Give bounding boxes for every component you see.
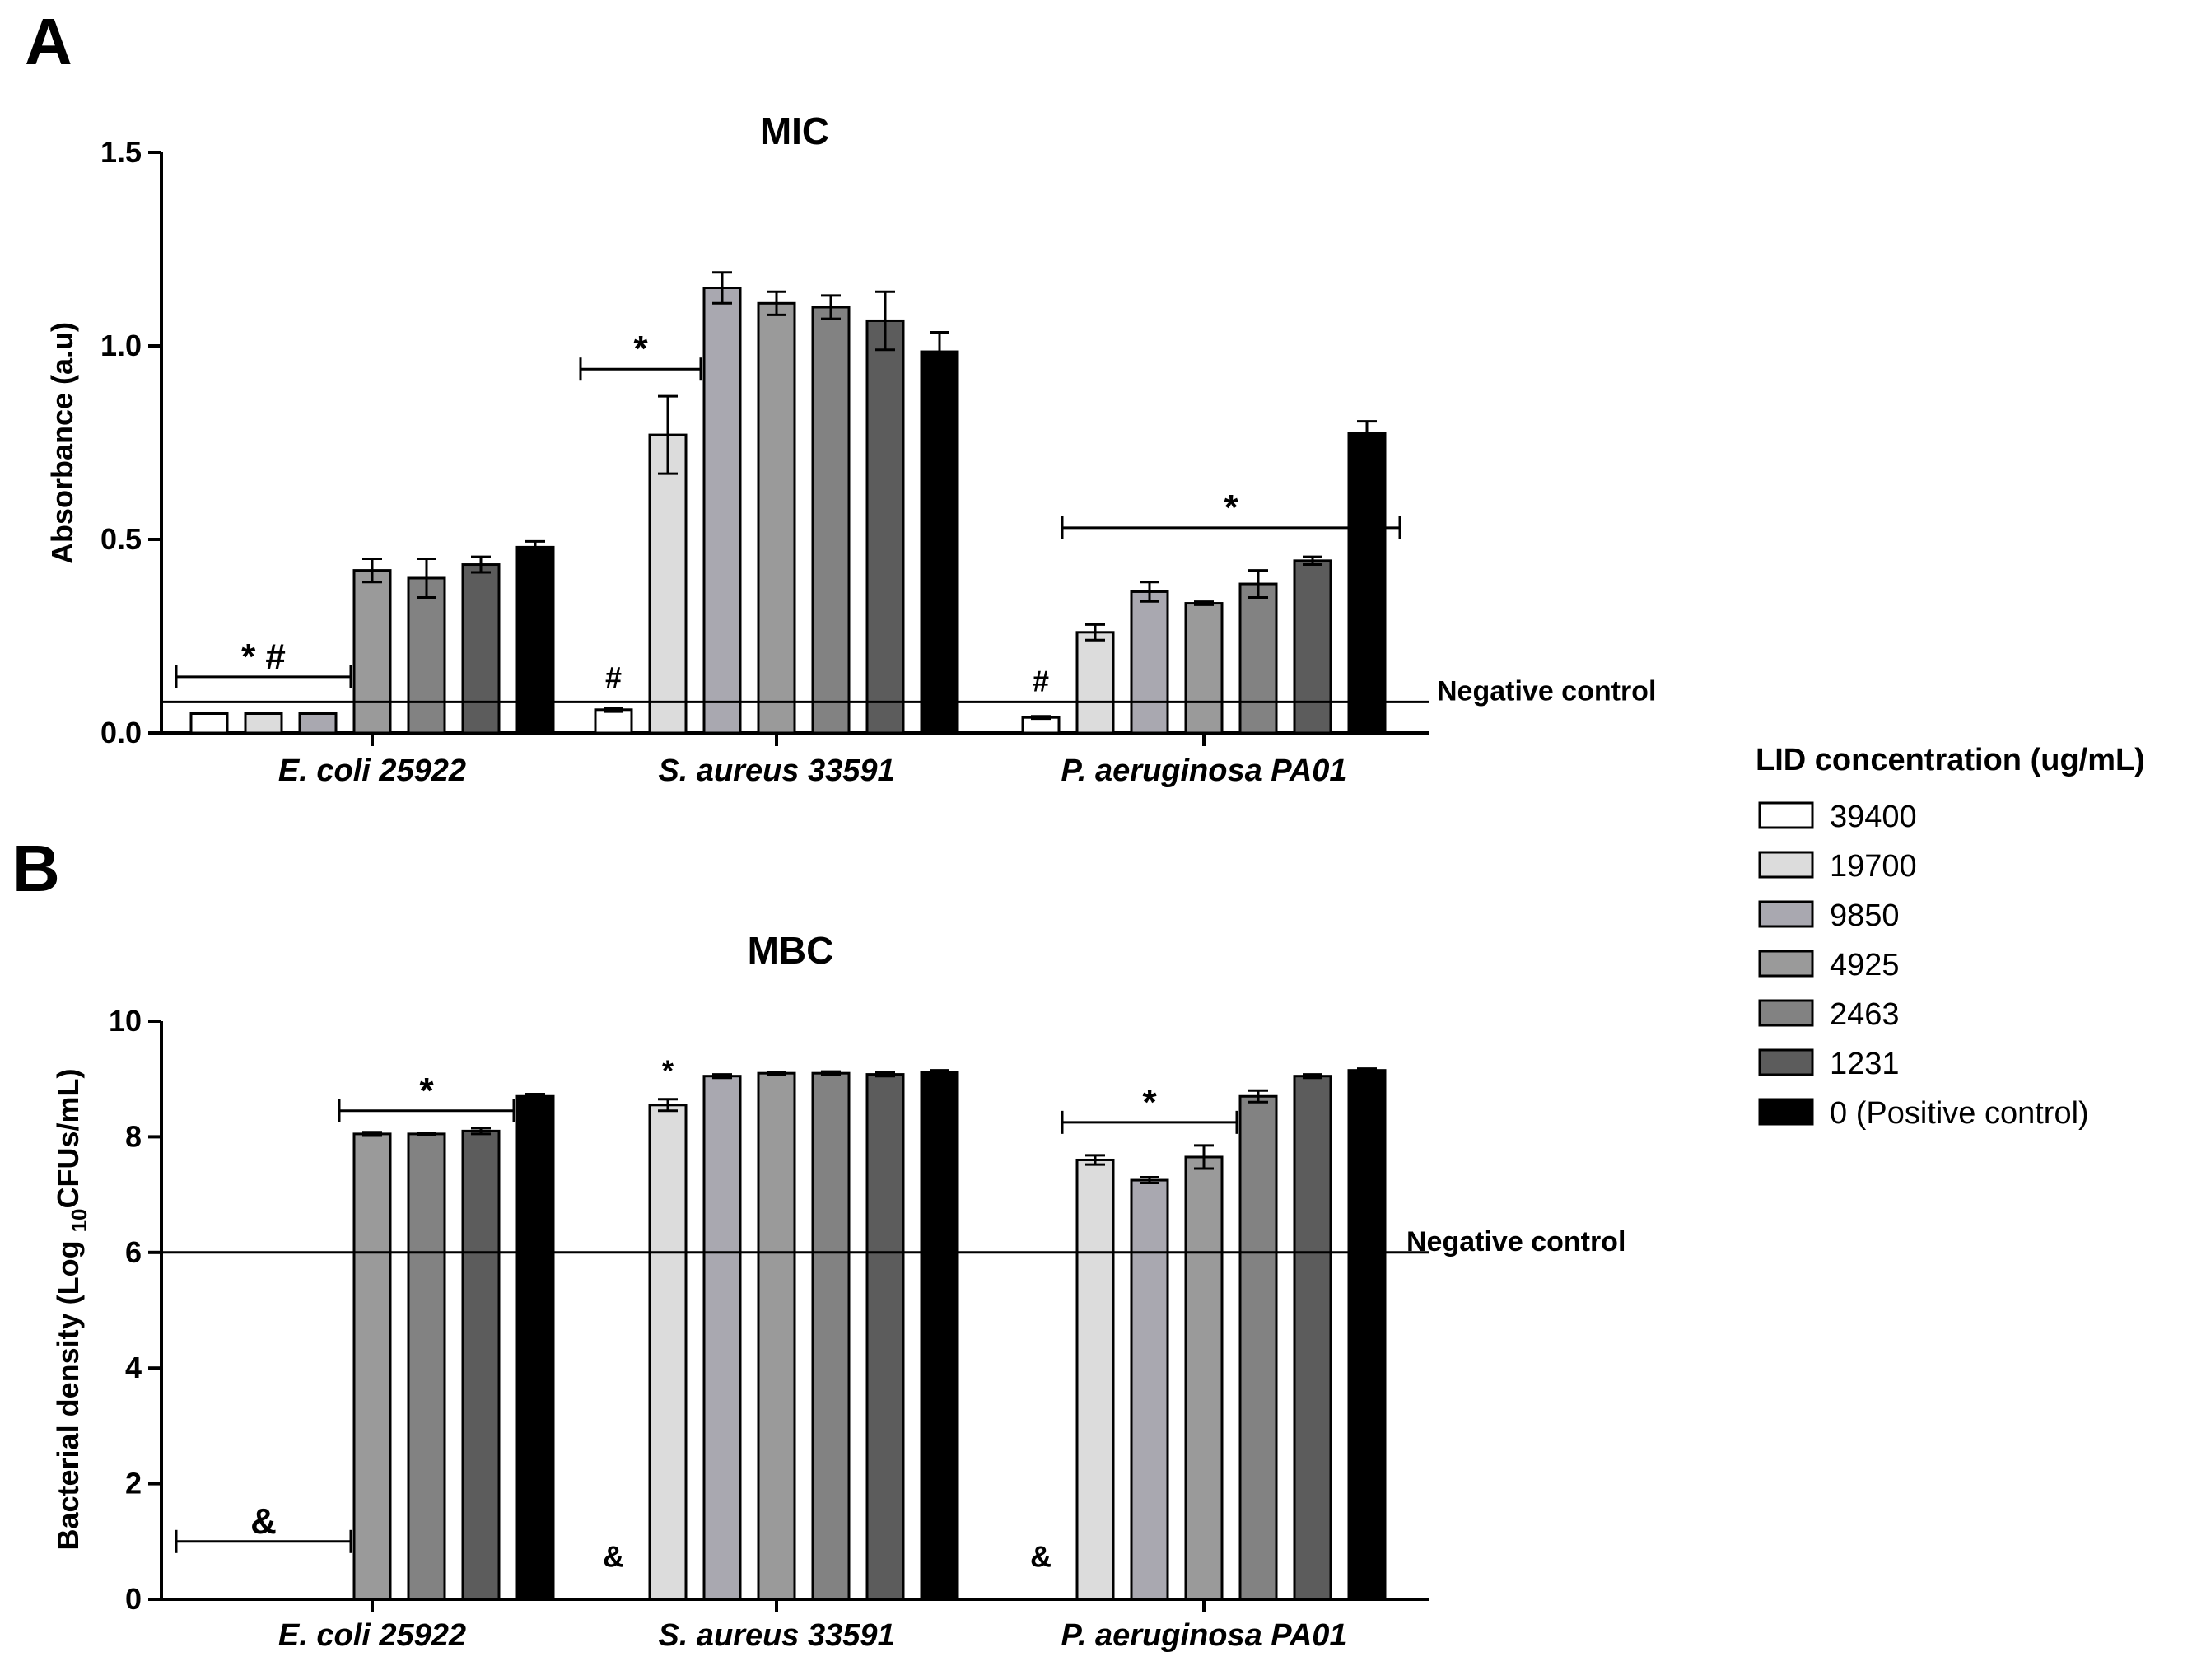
bar bbox=[1347, 432, 1387, 735]
bar bbox=[352, 1132, 392, 1601]
y-tick-label: 6 bbox=[125, 1235, 142, 1269]
significance-marker: # bbox=[1033, 665, 1049, 698]
bar bbox=[1075, 631, 1115, 735]
legend-label: 9850 bbox=[1830, 898, 1900, 933]
legend-label: 1231 bbox=[1830, 1047, 1900, 1081]
y-axis-label-main: Bacterial density (Log bbox=[51, 1232, 85, 1550]
y-tick-label: 0 bbox=[125, 1582, 142, 1616]
bar bbox=[757, 301, 796, 735]
bar bbox=[515, 545, 555, 735]
significance-marker: * # bbox=[241, 637, 286, 677]
significance-marker: * bbox=[1142, 1082, 1157, 1122]
category-label: E. coli 25922 bbox=[278, 754, 466, 788]
category-label: P. aeruginosa PA01 bbox=[1061, 754, 1346, 788]
chart-title: MBC bbox=[748, 929, 834, 972]
legend: LID concentration (ug/mL) 39400 19700 9850 4… bbox=[1756, 743, 2145, 1131]
significance-marker: * bbox=[419, 1071, 434, 1111]
significance-marker: * bbox=[662, 1054, 674, 1088]
bar bbox=[1293, 1075, 1332, 1601]
bar bbox=[515, 1094, 555, 1601]
category-label: S. aureus 33591 bbox=[658, 1618, 894, 1653]
y-tick-label: 1.5 bbox=[100, 135, 142, 169]
category-label: P. aeruginosa PA01 bbox=[1061, 1618, 1346, 1653]
bar bbox=[865, 319, 905, 735]
negative-control-label: Negative control bbox=[1406, 1226, 1625, 1258]
bar bbox=[1075, 1158, 1115, 1601]
y-axis-label-end: CFUs/mL) bbox=[51, 1068, 85, 1208]
panel-letter: A bbox=[25, 5, 72, 78]
chart-title: MIC bbox=[760, 110, 829, 152]
panel-letter: B bbox=[12, 832, 60, 905]
bar bbox=[189, 712, 229, 735]
legend-label: 39400 bbox=[1830, 800, 1917, 834]
legend-title: LID concentration (ug/mL) bbox=[1756, 743, 2145, 777]
bar bbox=[920, 1071, 959, 1601]
y-tick-label: 0.5 bbox=[100, 522, 142, 556]
panel-a: A MIC Absorbance (a.u) 0.0 0.5 1.0 1.5 E. coli … bbox=[25, 5, 1656, 788]
bar bbox=[811, 306, 851, 735]
bar bbox=[865, 1073, 905, 1601]
significance-marker: # bbox=[605, 660, 622, 694]
legend-swatch bbox=[1758, 801, 1814, 829]
y-axis-label: Absorbance (a.u) bbox=[45, 322, 79, 564]
y-tick-label: 10 bbox=[109, 1004, 142, 1038]
legend-swatch bbox=[1758, 851, 1814, 879]
negative-control-label: Negative control bbox=[1437, 675, 1656, 707]
category-label: S. aureus 33591 bbox=[658, 754, 894, 788]
bar bbox=[461, 563, 501, 735]
bar bbox=[407, 576, 446, 735]
category-label: E. coli 25922 bbox=[278, 1618, 466, 1653]
bar bbox=[702, 287, 742, 735]
legend-label: 2463 bbox=[1830, 997, 1900, 1032]
bar bbox=[1130, 590, 1169, 735]
bar bbox=[811, 1071, 851, 1601]
bar bbox=[1347, 1069, 1387, 1601]
legend-swatch bbox=[1758, 1048, 1814, 1076]
bar bbox=[1238, 1094, 1278, 1601]
bar bbox=[1184, 1155, 1224, 1601]
bar bbox=[352, 569, 392, 735]
bar bbox=[702, 1075, 742, 1601]
y-tick-label: 4 bbox=[125, 1351, 142, 1384]
bar bbox=[1130, 1178, 1169, 1601]
y-axis-label-subscript: 10 bbox=[67, 1208, 91, 1232]
significance-marker: & bbox=[603, 1539, 624, 1573]
bar bbox=[648, 1104, 688, 1601]
bar bbox=[648, 433, 688, 735]
bar bbox=[244, 712, 283, 735]
y-axis-label: Bacterial density (Log 10CFUs/mL) bbox=[51, 1068, 91, 1550]
legend-label: 19700 bbox=[1830, 849, 1917, 884]
significance-marker: * bbox=[633, 329, 648, 369]
legend-swatch bbox=[1758, 950, 1814, 978]
bar bbox=[1238, 582, 1278, 735]
legend-swatch bbox=[1758, 1098, 1814, 1126]
significance-marker: & bbox=[1030, 1539, 1052, 1573]
y-tick-label: 0.0 bbox=[100, 716, 142, 749]
y-tick-label: 2 bbox=[125, 1467, 142, 1500]
legend-swatch bbox=[1758, 999, 1814, 1027]
bar bbox=[920, 350, 959, 735]
y-tick-label: 1.0 bbox=[100, 329, 142, 362]
significance-marker: & bbox=[250, 1501, 277, 1542]
bar bbox=[1184, 602, 1224, 735]
significance-marker: * bbox=[1224, 488, 1238, 528]
bar bbox=[1293, 559, 1332, 735]
legend-label: 4925 bbox=[1830, 948, 1900, 982]
legend-label: 0 (Positive control) bbox=[1830, 1096, 2089, 1131]
bar bbox=[461, 1129, 501, 1601]
y-tick-label: 8 bbox=[125, 1119, 142, 1153]
legend-swatch bbox=[1758, 900, 1814, 928]
bar bbox=[298, 712, 338, 735]
bar bbox=[407, 1132, 446, 1601]
bar bbox=[594, 708, 633, 735]
bar bbox=[757, 1071, 796, 1601]
